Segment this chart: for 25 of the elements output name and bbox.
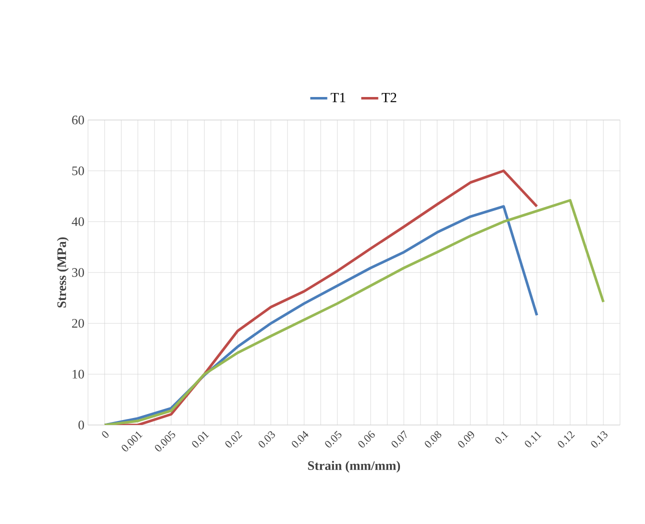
- x-tick-label: 0.11: [524, 432, 542, 448]
- x-tick-label: 0.01: [192, 432, 210, 448]
- x-tick-label: 0.04: [292, 430, 308, 448]
- x-tick-label: 0.09: [458, 431, 474, 448]
- legend-label: T2: [382, 92, 396, 102]
- x-tick-label: 0.05: [325, 430, 342, 448]
- y-tick-label: 50: [72, 166, 84, 176]
- y-tick-label: 20: [72, 318, 84, 328]
- x-tick-label: 0.02: [225, 431, 242, 448]
- x-axis-title: Strain (mm/mm): [308, 460, 400, 473]
- y-tick-label: 30: [72, 268, 84, 277]
- x-tick-label: 0.06: [358, 430, 375, 448]
- x-tick-label: 0.08: [424, 431, 442, 448]
- legend-label: T1: [330, 92, 346, 102]
- x-tick-label: 0.13: [591, 431, 608, 448]
- x-tick-label: 0.03: [258, 431, 275, 448]
- x-tick-label: 0.12: [558, 431, 575, 448]
- y-axis-title: Stress (MPa): [56, 237, 69, 308]
- y-tick-label: 10: [72, 370, 84, 379]
- y-tick-label: 40: [72, 217, 84, 226]
- x-tick-label: 0.1: [495, 432, 508, 444]
- y-tick-label: 0: [78, 420, 84, 430]
- x-tick-label: 0: [102, 431, 109, 438]
- x-tick-label: 0.07: [392, 430, 407, 448]
- y-tick-label: 60: [72, 116, 84, 124]
